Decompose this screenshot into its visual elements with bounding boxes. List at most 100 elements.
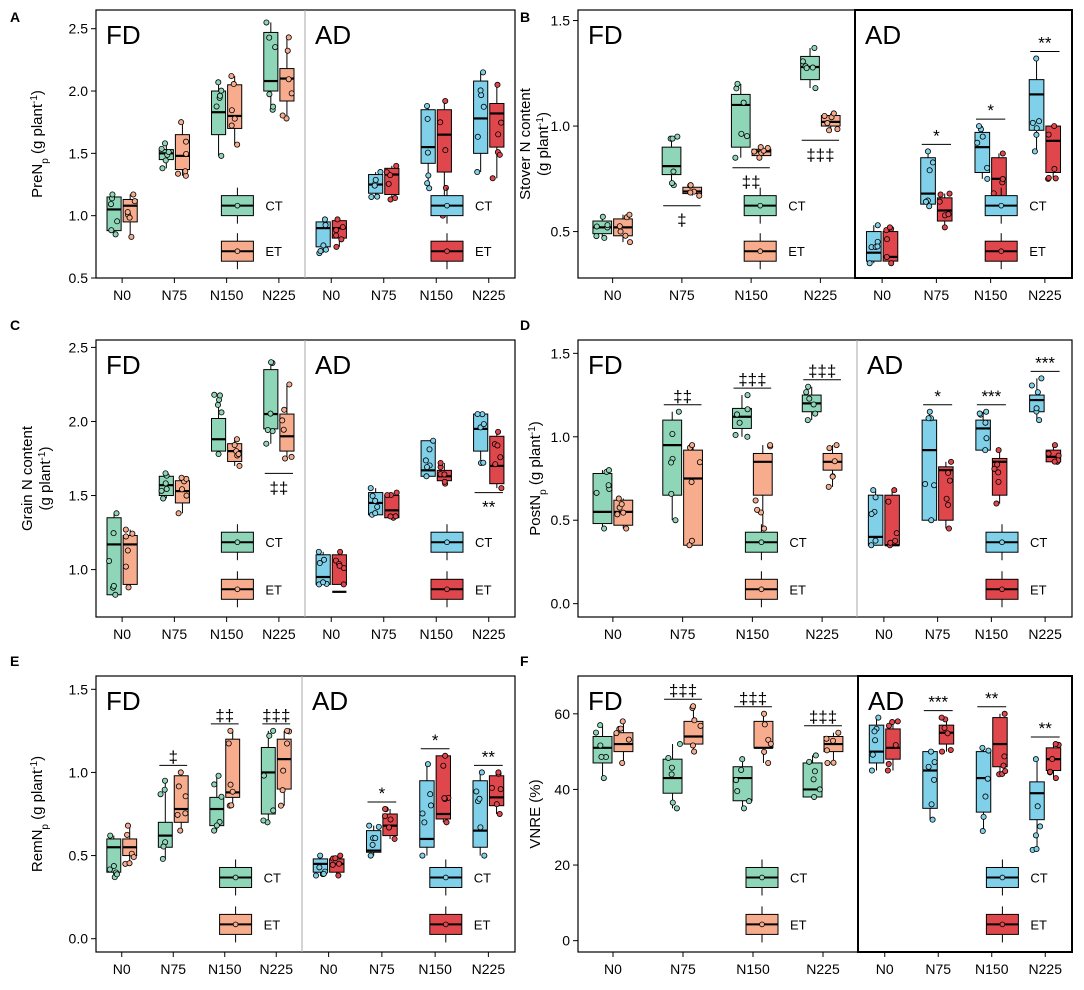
box-AD-ET-N0: [884, 487, 900, 549]
data-point: [161, 786, 168, 793]
x-tick-label: N225: [806, 961, 840, 977]
data-point: [337, 548, 344, 555]
box-AD-ET-N75: [382, 806, 398, 842]
data-point: [688, 478, 695, 485]
panel-letter: F: [520, 653, 529, 669]
legend-point: [999, 586, 1005, 593]
legend-label: CT: [790, 870, 807, 885]
data-point: [947, 746, 954, 753]
data-point: [668, 771, 675, 778]
data-point: [337, 852, 344, 859]
data-point: [122, 526, 129, 533]
data-point: [231, 442, 238, 449]
data-point: [1038, 375, 1045, 382]
data-point: [215, 79, 222, 86]
data-point: [112, 591, 119, 598]
ylabel-sup: -1: [527, 426, 538, 435]
box-FD-CT-N0: [106, 191, 122, 238]
data-point: [601, 234, 608, 241]
box-body: [420, 109, 436, 164]
data-point: [946, 477, 953, 484]
box-AD-ET-N225: [1045, 123, 1062, 182]
data-point: [284, 47, 291, 54]
data-point: [375, 823, 382, 830]
data-point: [110, 530, 117, 537]
sig-label: **: [1039, 719, 1053, 738]
data-point: [824, 120, 831, 127]
data-point: [761, 710, 768, 717]
box-FD-CT-N75: [158, 470, 174, 502]
data-point: [107, 832, 114, 839]
x-tick-label: N0: [873, 287, 891, 303]
data-point: [593, 233, 600, 240]
data-point: [177, 827, 184, 834]
data-point: [1033, 845, 1040, 852]
data-point: [263, 19, 270, 26]
legend-label: CT: [1029, 199, 1046, 214]
data-point: [601, 525, 608, 532]
data-point: [821, 112, 828, 119]
data-point: [983, 408, 990, 415]
box-AD-CT-N0: [867, 487, 884, 549]
box-FD-CT-N225: [801, 383, 822, 424]
data-point: [668, 459, 675, 466]
data-point: [1002, 768, 1009, 775]
data-point: [1045, 450, 1052, 457]
data-point: [892, 742, 899, 749]
data-point: [285, 34, 292, 41]
data-point: [159, 165, 166, 172]
y-tick-label: 1.0: [69, 208, 89, 224]
box-FD-ET-N225: [279, 381, 295, 462]
legend-point: [234, 248, 241, 255]
data-point: [322, 246, 329, 253]
data-point: [874, 243, 881, 250]
ylabel-end: ): [527, 421, 544, 426]
x-tick-label: N225: [262, 287, 296, 303]
data-point: [272, 44, 279, 51]
sig-label: ‡‡: [215, 706, 234, 725]
data-point: [739, 756, 746, 763]
legend-label: CT: [789, 535, 806, 550]
legend-point: [234, 586, 241, 593]
sig-label: ‡: [677, 211, 686, 230]
sig-label: **: [985, 689, 999, 708]
data-point: [182, 793, 189, 800]
x-tick-label: N75: [924, 287, 950, 303]
x-tick-label: N75: [925, 626, 951, 642]
data-point: [744, 406, 751, 413]
data-point: [617, 228, 624, 235]
data-point: [260, 772, 267, 779]
data-point: [443, 819, 450, 826]
data-point: [625, 736, 632, 743]
data-point: [215, 451, 222, 458]
x-tick-label: N150: [420, 626, 454, 642]
box-body: [263, 31, 279, 92]
x-tick-label: N150: [210, 626, 244, 642]
y-tick-label: 1.0: [69, 562, 89, 578]
data-point: [178, 119, 185, 126]
data-point: [941, 224, 948, 231]
legend-label: CT: [788, 199, 805, 214]
data-point: [931, 759, 938, 766]
box-AD-ET-N0: [331, 548, 347, 593]
data-point: [804, 417, 811, 424]
data-point: [746, 798, 753, 805]
box-body: [225, 738, 241, 798]
x-tick-label: N0: [113, 626, 131, 642]
data-point: [1051, 458, 1058, 465]
data-point: [440, 762, 447, 769]
sig-label: ‡‡‡: [739, 689, 767, 708]
box-FD-CT-N0: [106, 832, 122, 881]
legend-key-AD-ET: ET: [985, 571, 1047, 608]
data-point: [830, 110, 837, 117]
data-point: [419, 810, 426, 817]
data-point: [979, 744, 986, 751]
data-point: [183, 492, 190, 499]
legend-point: [757, 202, 763, 209]
data-point: [811, 793, 818, 800]
y-tick-label: 2.0: [69, 413, 89, 429]
legend-label: ET: [265, 244, 282, 259]
data-point: [128, 233, 135, 240]
legend-point: [999, 874, 1006, 881]
box-AD-ET-N225: [489, 81, 505, 182]
